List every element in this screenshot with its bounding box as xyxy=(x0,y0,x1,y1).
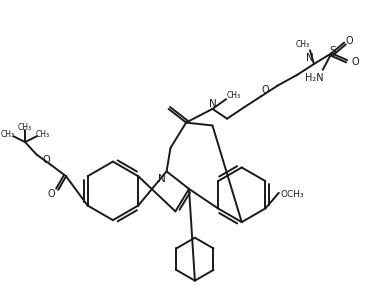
Text: S: S xyxy=(329,46,336,56)
Text: CH₃: CH₃ xyxy=(35,130,50,139)
Text: CH₃: CH₃ xyxy=(0,130,15,139)
Text: N: N xyxy=(208,99,216,109)
Text: O: O xyxy=(48,189,55,199)
Text: O: O xyxy=(345,36,353,46)
Text: O: O xyxy=(351,57,359,67)
Text: OCH₃: OCH₃ xyxy=(281,190,304,199)
Text: CH₃: CH₃ xyxy=(295,40,309,49)
Text: N: N xyxy=(158,174,166,184)
Text: O: O xyxy=(43,155,51,165)
Text: N: N xyxy=(306,53,314,63)
Text: H₂N: H₂N xyxy=(305,73,323,83)
Text: CH₃: CH₃ xyxy=(227,91,241,100)
Text: O: O xyxy=(261,85,269,95)
Text: CH₃: CH₃ xyxy=(18,123,32,132)
